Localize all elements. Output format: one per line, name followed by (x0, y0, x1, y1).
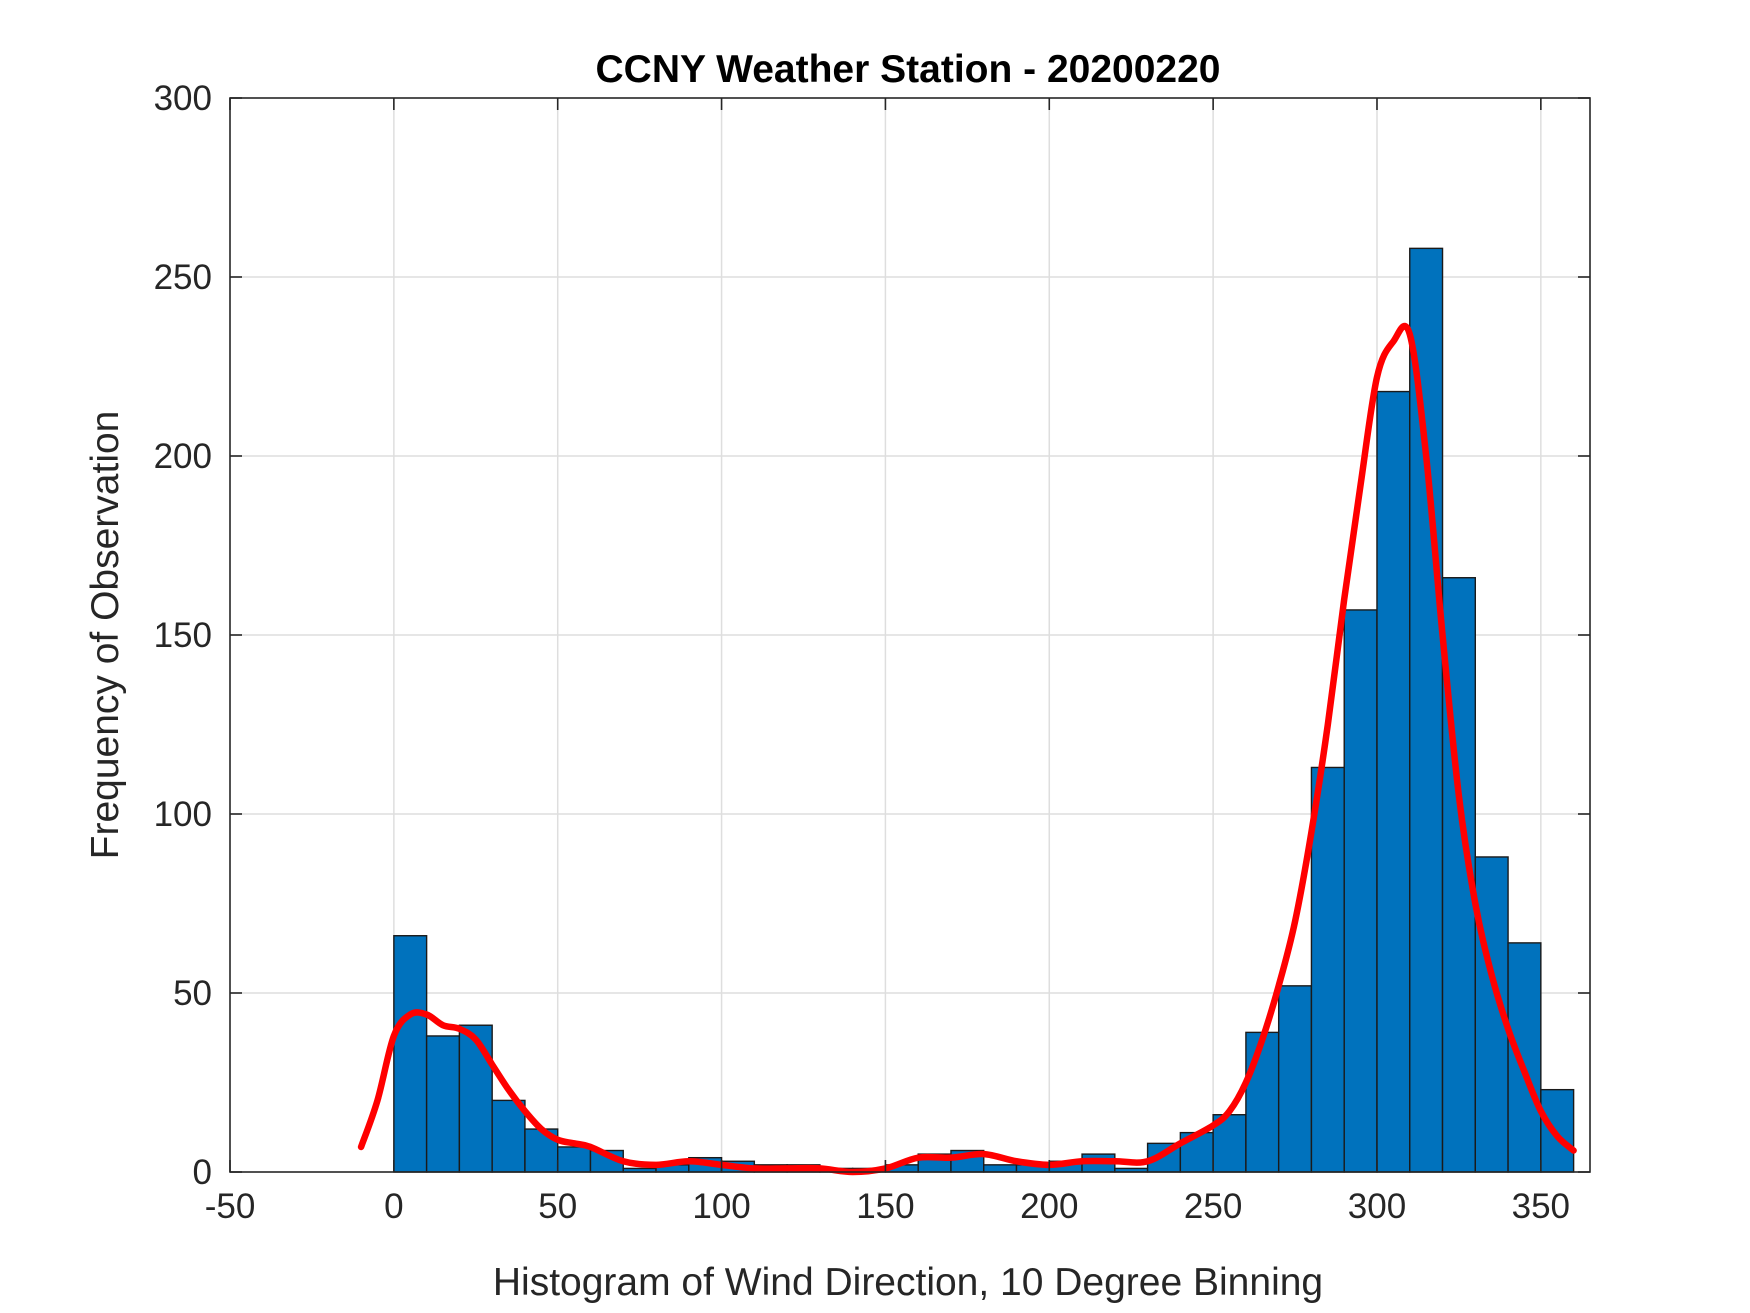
histogram-bar (1409, 247, 1444, 1173)
y-tick-label: 200 (154, 437, 212, 476)
x-tick-label: 50 (538, 1187, 577, 1226)
y-tick-label: 150 (154, 616, 212, 655)
histogram-bar (1277, 985, 1313, 1173)
histogram-bar (557, 1146, 592, 1173)
histogram-bar (491, 1099, 526, 1173)
histogram-bar (1245, 1031, 1280, 1173)
x-tick-label: 250 (1184, 1187, 1242, 1226)
density-curve-line (357, 323, 1577, 1176)
histogram-bar (393, 935, 428, 1173)
y-tick-label: 300 (154, 79, 212, 118)
y-tick-label: 0 (193, 1153, 212, 1192)
histogram-bar (1343, 609, 1378, 1173)
histogram-bar (425, 1035, 461, 1173)
x-axis-label: Histogram of Wind Direction, 10 Degree B… (493, 1261, 1323, 1304)
y-tick-label: 100 (154, 795, 212, 834)
chart-title: CCNY Weather Station - 20200220 (596, 48, 1221, 91)
y-tick-label: 250 (154, 258, 212, 297)
histogram-bar (1310, 766, 1345, 1173)
x-tick-label: 300 (1348, 1187, 1406, 1226)
x-tick-label: 0 (384, 1187, 403, 1226)
x-tick-label: 100 (692, 1187, 750, 1226)
y-tick-label: 50 (173, 974, 212, 1013)
histogram-bar (1540, 1088, 1575, 1173)
x-tick-label: 200 (1020, 1187, 1078, 1226)
histogram-bar (458, 1024, 493, 1173)
x-tick-labels: -50 0 50 100 150 200 250 300 350 (205, 1187, 1570, 1226)
y-axis-label: Frequency of Observation (84, 411, 127, 860)
histogram-bar (983, 1164, 1018, 1173)
x-tick-label: 150 (856, 1187, 914, 1226)
histogram-bar (1507, 942, 1542, 1173)
histogram-bar (1376, 390, 1411, 1173)
density-curve (357, 323, 1577, 1176)
axes-box (229, 97, 1591, 1173)
x-tick-label: 350 (1512, 1187, 1570, 1226)
y-tick-labels: 0 50 100 150 200 250 300 (154, 79, 212, 1192)
histogram-bars (393, 247, 1575, 1173)
x-tick-label: -50 (205, 1187, 256, 1226)
